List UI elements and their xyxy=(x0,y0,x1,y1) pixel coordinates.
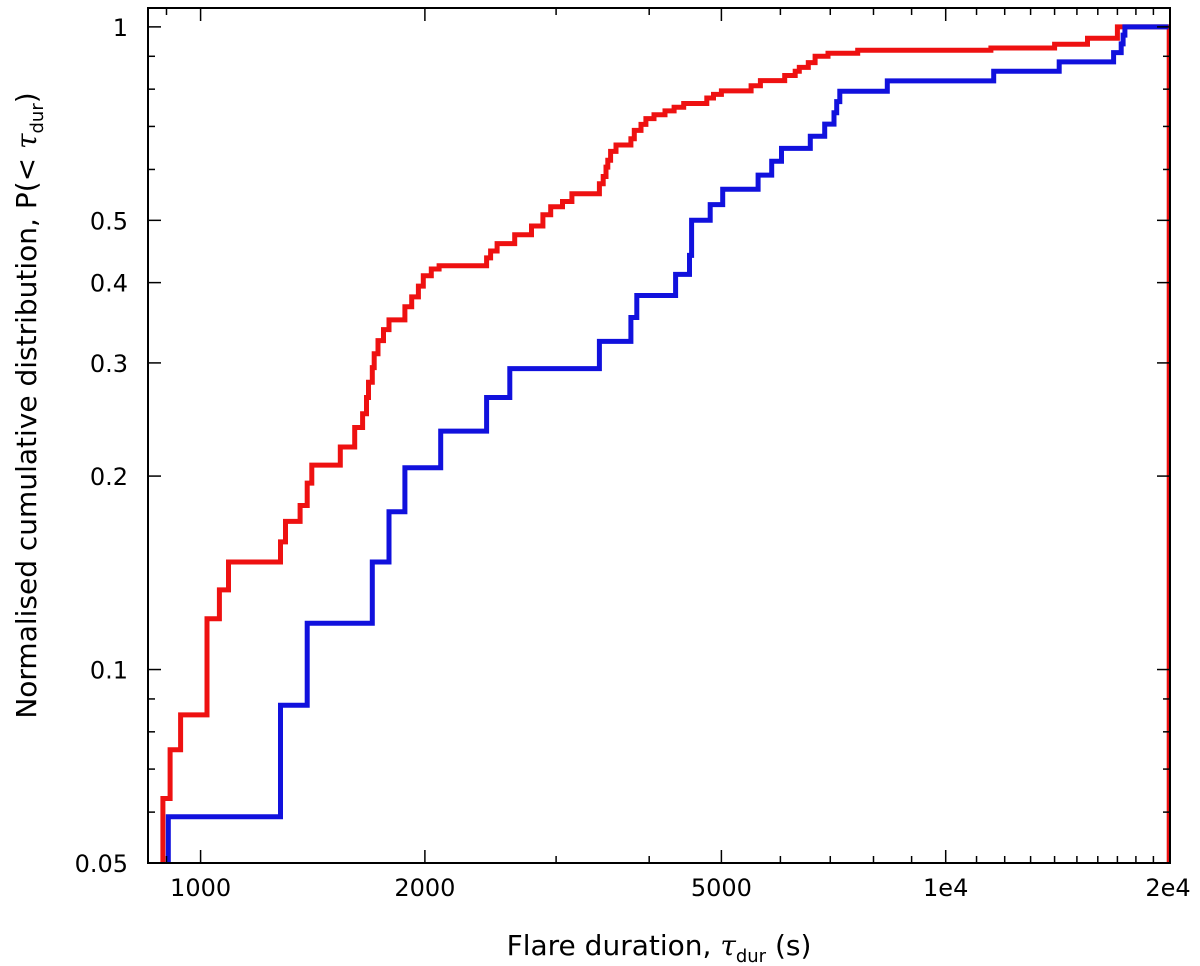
x-tick-label: 1e4 xyxy=(923,874,968,902)
x-tick-label: 5000 xyxy=(691,874,752,902)
series-2-line xyxy=(165,24,1169,863)
y-tick-label: 0.1 xyxy=(90,657,128,685)
y-tick-label: 0.4 xyxy=(90,270,128,298)
series-1-line xyxy=(160,24,1170,863)
plot-frame xyxy=(147,7,1171,864)
y-tick-label: 0.05 xyxy=(75,850,128,878)
y-tick-label: 1 xyxy=(113,14,128,42)
y-tick-label: 0.5 xyxy=(90,207,128,235)
y-tick-label: 0.2 xyxy=(90,463,128,491)
x-tick-label: 2e4 xyxy=(1145,874,1190,902)
series-layer xyxy=(160,24,1170,863)
x-axis-label: Flare duration, τdur (s) xyxy=(507,929,812,966)
y-tick-label: 0.3 xyxy=(90,350,128,378)
x-tick-label: 1000 xyxy=(170,874,231,902)
tick-layer xyxy=(148,8,1171,864)
x-tick-label: 2000 xyxy=(394,874,455,902)
y-axis-label: Normalised cumulative distribution, P(< … xyxy=(10,92,48,718)
label-layer: 1000 2000 5000 1e4 2e4 0.05 0.1 0.2 0.3 0.4 0.5 1 Fl… xyxy=(10,14,1191,966)
